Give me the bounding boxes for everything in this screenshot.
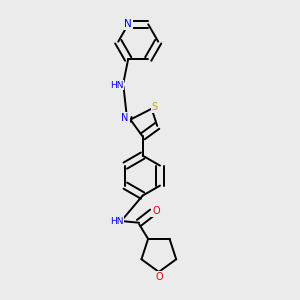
- Text: O: O: [152, 206, 160, 216]
- Text: S: S: [152, 102, 158, 112]
- Text: N: N: [122, 113, 129, 123]
- Text: HN: HN: [110, 81, 124, 90]
- Text: HN: HN: [110, 217, 124, 226]
- Text: N: N: [124, 19, 132, 29]
- Text: O: O: [155, 272, 163, 282]
